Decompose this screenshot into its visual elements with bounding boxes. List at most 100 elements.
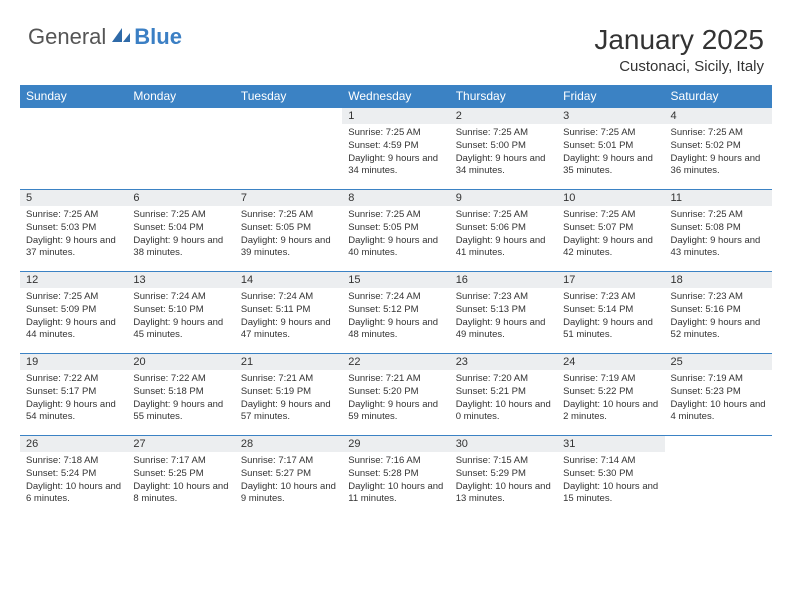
day-number: 29: [342, 436, 449, 452]
calendar-day-cell: 12Sunrise: 7:25 AM Sunset: 5:09 PM Dayli…: [20, 272, 127, 354]
calendar-day-cell: 19Sunrise: 7:22 AM Sunset: 5:17 PM Dayli…: [20, 354, 127, 436]
calendar-day-cell: 28Sunrise: 7:17 AM Sunset: 5:27 PM Dayli…: [235, 436, 342, 518]
calendar-day-cell: 1Sunrise: 7:25 AM Sunset: 4:59 PM Daylig…: [342, 108, 449, 190]
day-details: Sunrise: 7:15 AM Sunset: 5:29 PM Dayligh…: [450, 452, 557, 510]
day-number: 10: [557, 190, 664, 206]
day-details: Sunrise: 7:21 AM Sunset: 5:20 PM Dayligh…: [342, 370, 449, 428]
day-number: 31: [557, 436, 664, 452]
day-number: 7: [235, 190, 342, 206]
day-details: [20, 112, 127, 119]
calendar-body: 1Sunrise: 7:25 AM Sunset: 4:59 PM Daylig…: [20, 108, 772, 518]
day-number: 5: [20, 190, 127, 206]
day-number: 27: [127, 436, 234, 452]
calendar-day-cell: 11Sunrise: 7:25 AM Sunset: 5:08 PM Dayli…: [665, 190, 772, 272]
day-number: 22: [342, 354, 449, 370]
day-details: Sunrise: 7:22 AM Sunset: 5:18 PM Dayligh…: [127, 370, 234, 428]
calendar-day-cell: 30Sunrise: 7:15 AM Sunset: 5:29 PM Dayli…: [450, 436, 557, 518]
calendar-day-cell: [20, 108, 127, 190]
day-number: 1: [342, 108, 449, 124]
calendar-day-cell: 14Sunrise: 7:24 AM Sunset: 5:11 PM Dayli…: [235, 272, 342, 354]
logo-text-general: General: [28, 24, 106, 50]
calendar-day-cell: 3Sunrise: 7:25 AM Sunset: 5:01 PM Daylig…: [557, 108, 664, 190]
calendar-day-cell: 6Sunrise: 7:25 AM Sunset: 5:04 PM Daylig…: [127, 190, 234, 272]
day-details: Sunrise: 7:25 AM Sunset: 5:06 PM Dayligh…: [450, 206, 557, 264]
day-number: 4: [665, 108, 772, 124]
day-number: 19: [20, 354, 127, 370]
day-details: Sunrise: 7:25 AM Sunset: 5:05 PM Dayligh…: [235, 206, 342, 264]
weekday-header-row: Sunday Monday Tuesday Wednesday Thursday…: [20, 85, 772, 108]
calendar-day-cell: 17Sunrise: 7:23 AM Sunset: 5:14 PM Dayli…: [557, 272, 664, 354]
calendar-day-cell: 26Sunrise: 7:18 AM Sunset: 5:24 PM Dayli…: [20, 436, 127, 518]
day-details: Sunrise: 7:20 AM Sunset: 5:21 PM Dayligh…: [450, 370, 557, 428]
day-details: [235, 112, 342, 119]
day-details: Sunrise: 7:14 AM Sunset: 5:30 PM Dayligh…: [557, 452, 664, 510]
calendar-day-cell: 8Sunrise: 7:25 AM Sunset: 5:05 PM Daylig…: [342, 190, 449, 272]
day-details: Sunrise: 7:25 AM Sunset: 5:02 PM Dayligh…: [665, 124, 772, 182]
calendar-day-cell: 13Sunrise: 7:24 AM Sunset: 5:10 PM Dayli…: [127, 272, 234, 354]
calendar-day-cell: 10Sunrise: 7:25 AM Sunset: 5:07 PM Dayli…: [557, 190, 664, 272]
weekday-header: Saturday: [665, 85, 772, 108]
day-details: Sunrise: 7:25 AM Sunset: 5:01 PM Dayligh…: [557, 124, 664, 182]
day-details: Sunrise: 7:24 AM Sunset: 5:11 PM Dayligh…: [235, 288, 342, 346]
day-details: Sunrise: 7:24 AM Sunset: 5:10 PM Dayligh…: [127, 288, 234, 346]
weekday-header: Tuesday: [235, 85, 342, 108]
day-details: Sunrise: 7:25 AM Sunset: 4:59 PM Dayligh…: [342, 124, 449, 182]
day-number: 26: [20, 436, 127, 452]
day-details: Sunrise: 7:18 AM Sunset: 5:24 PM Dayligh…: [20, 452, 127, 510]
calendar-day-cell: 4Sunrise: 7:25 AM Sunset: 5:02 PM Daylig…: [665, 108, 772, 190]
calendar-day-cell: 20Sunrise: 7:22 AM Sunset: 5:18 PM Dayli…: [127, 354, 234, 436]
day-number: 16: [450, 272, 557, 288]
calendar-week-row: 12Sunrise: 7:25 AM Sunset: 5:09 PM Dayli…: [20, 272, 772, 354]
calendar-week-row: 26Sunrise: 7:18 AM Sunset: 5:24 PM Dayli…: [20, 436, 772, 518]
day-details: Sunrise: 7:25 AM Sunset: 5:07 PM Dayligh…: [557, 206, 664, 264]
calendar-day-cell: 23Sunrise: 7:20 AM Sunset: 5:21 PM Dayli…: [450, 354, 557, 436]
calendar-day-cell: 15Sunrise: 7:24 AM Sunset: 5:12 PM Dayli…: [342, 272, 449, 354]
calendar-day-cell: 21Sunrise: 7:21 AM Sunset: 5:19 PM Dayli…: [235, 354, 342, 436]
day-details: Sunrise: 7:17 AM Sunset: 5:27 PM Dayligh…: [235, 452, 342, 510]
calendar-day-cell: 27Sunrise: 7:17 AM Sunset: 5:25 PM Dayli…: [127, 436, 234, 518]
day-number: 23: [450, 354, 557, 370]
day-number: 17: [557, 272, 664, 288]
day-number: 6: [127, 190, 234, 206]
weekday-header: Thursday: [450, 85, 557, 108]
calendar-day-cell: [127, 108, 234, 190]
logo-text-blue: Blue: [134, 24, 182, 50]
calendar-day-cell: [235, 108, 342, 190]
day-number: 13: [127, 272, 234, 288]
day-number: 25: [665, 354, 772, 370]
day-details: Sunrise: 7:21 AM Sunset: 5:19 PM Dayligh…: [235, 370, 342, 428]
calendar-day-cell: 22Sunrise: 7:21 AM Sunset: 5:20 PM Dayli…: [342, 354, 449, 436]
day-number: 12: [20, 272, 127, 288]
calendar-day-cell: 16Sunrise: 7:23 AM Sunset: 5:13 PM Dayli…: [450, 272, 557, 354]
day-details: Sunrise: 7:17 AM Sunset: 5:25 PM Dayligh…: [127, 452, 234, 510]
day-number: 9: [450, 190, 557, 206]
weekday-header: Friday: [557, 85, 664, 108]
weekday-header: Wednesday: [342, 85, 449, 108]
weekday-header: Sunday: [20, 85, 127, 108]
calendar-day-cell: 9Sunrise: 7:25 AM Sunset: 5:06 PM Daylig…: [450, 190, 557, 272]
calendar-day-cell: [665, 436, 772, 518]
day-number: 2: [450, 108, 557, 124]
calendar-day-cell: 18Sunrise: 7:23 AM Sunset: 5:16 PM Dayli…: [665, 272, 772, 354]
title-block: January 2025 Custonaci, Sicily, Italy: [594, 24, 764, 75]
day-number: 20: [127, 354, 234, 370]
day-number: 18: [665, 272, 772, 288]
calendar-day-cell: 2Sunrise: 7:25 AM Sunset: 5:00 PM Daylig…: [450, 108, 557, 190]
day-number: 24: [557, 354, 664, 370]
location-label: Custonaci, Sicily, Italy: [594, 58, 764, 75]
calendar-table: Sunday Monday Tuesday Wednesday Thursday…: [20, 85, 772, 518]
day-details: Sunrise: 7:16 AM Sunset: 5:28 PM Dayligh…: [342, 452, 449, 510]
day-number: 14: [235, 272, 342, 288]
logo-sail-icon: [110, 26, 132, 49]
calendar-day-cell: 7Sunrise: 7:25 AM Sunset: 5:05 PM Daylig…: [235, 190, 342, 272]
day-details: Sunrise: 7:22 AM Sunset: 5:17 PM Dayligh…: [20, 370, 127, 428]
calendar-week-row: 19Sunrise: 7:22 AM Sunset: 5:17 PM Dayli…: [20, 354, 772, 436]
day-details: Sunrise: 7:19 AM Sunset: 5:23 PM Dayligh…: [665, 370, 772, 428]
day-details: Sunrise: 7:25 AM Sunset: 5:04 PM Dayligh…: [127, 206, 234, 264]
calendar-day-cell: 5Sunrise: 7:25 AM Sunset: 5:03 PM Daylig…: [20, 190, 127, 272]
logo: General Blue: [28, 24, 182, 50]
day-number: 15: [342, 272, 449, 288]
day-number: 30: [450, 436, 557, 452]
day-number: 11: [665, 190, 772, 206]
day-details: Sunrise: 7:25 AM Sunset: 5:08 PM Dayligh…: [665, 206, 772, 264]
